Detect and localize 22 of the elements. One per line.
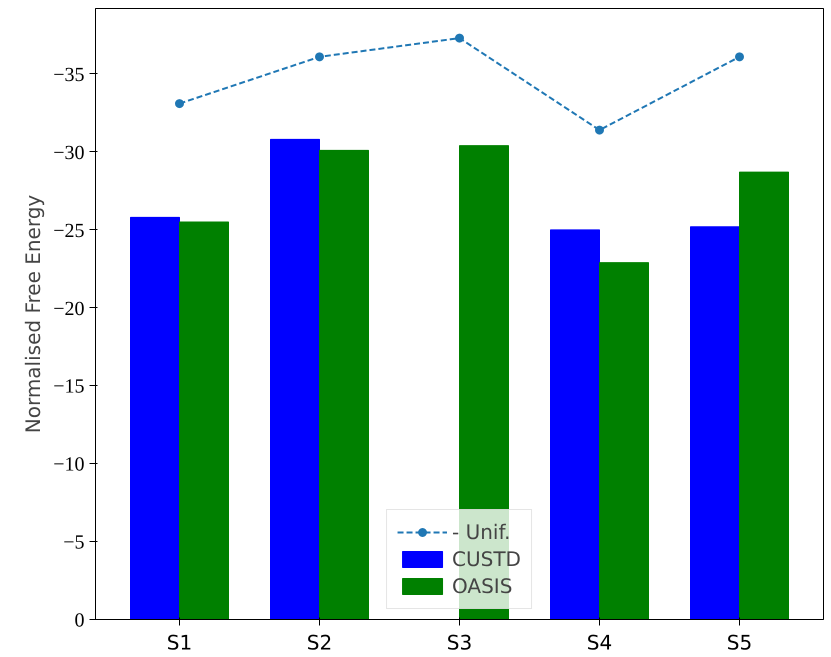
y-tick-label: −5 [63, 532, 84, 554]
y-tick-label: −15 [53, 376, 84, 398]
y-tick-label: −20 [53, 298, 84, 320]
y-axis-title: Normalised Free Energy [21, 194, 46, 434]
legend-label: - Unif. [452, 520, 510, 544]
x-tick-label: S1 [166, 630, 192, 654]
point [595, 126, 604, 135]
point [315, 52, 324, 62]
y-tick-label: 0 [74, 610, 84, 632]
x-tick-label: S4 [586, 630, 612, 654]
y-tick-label: −10 [53, 454, 84, 476]
y-tick-label: −35 [53, 64, 84, 86]
y-tick-label: −25 [53, 220, 84, 242]
legend-label: OASIS [452, 574, 512, 598]
point [175, 99, 184, 108]
x-tick-label: S5 [726, 630, 752, 654]
x-tick-label: S2 [306, 630, 332, 654]
point [735, 52, 744, 62]
legend-label: CUSTD [452, 547, 521, 571]
point [455, 34, 464, 43]
x-tick-label: S3 [446, 630, 472, 654]
y-tick-label: −30 [53, 142, 84, 164]
